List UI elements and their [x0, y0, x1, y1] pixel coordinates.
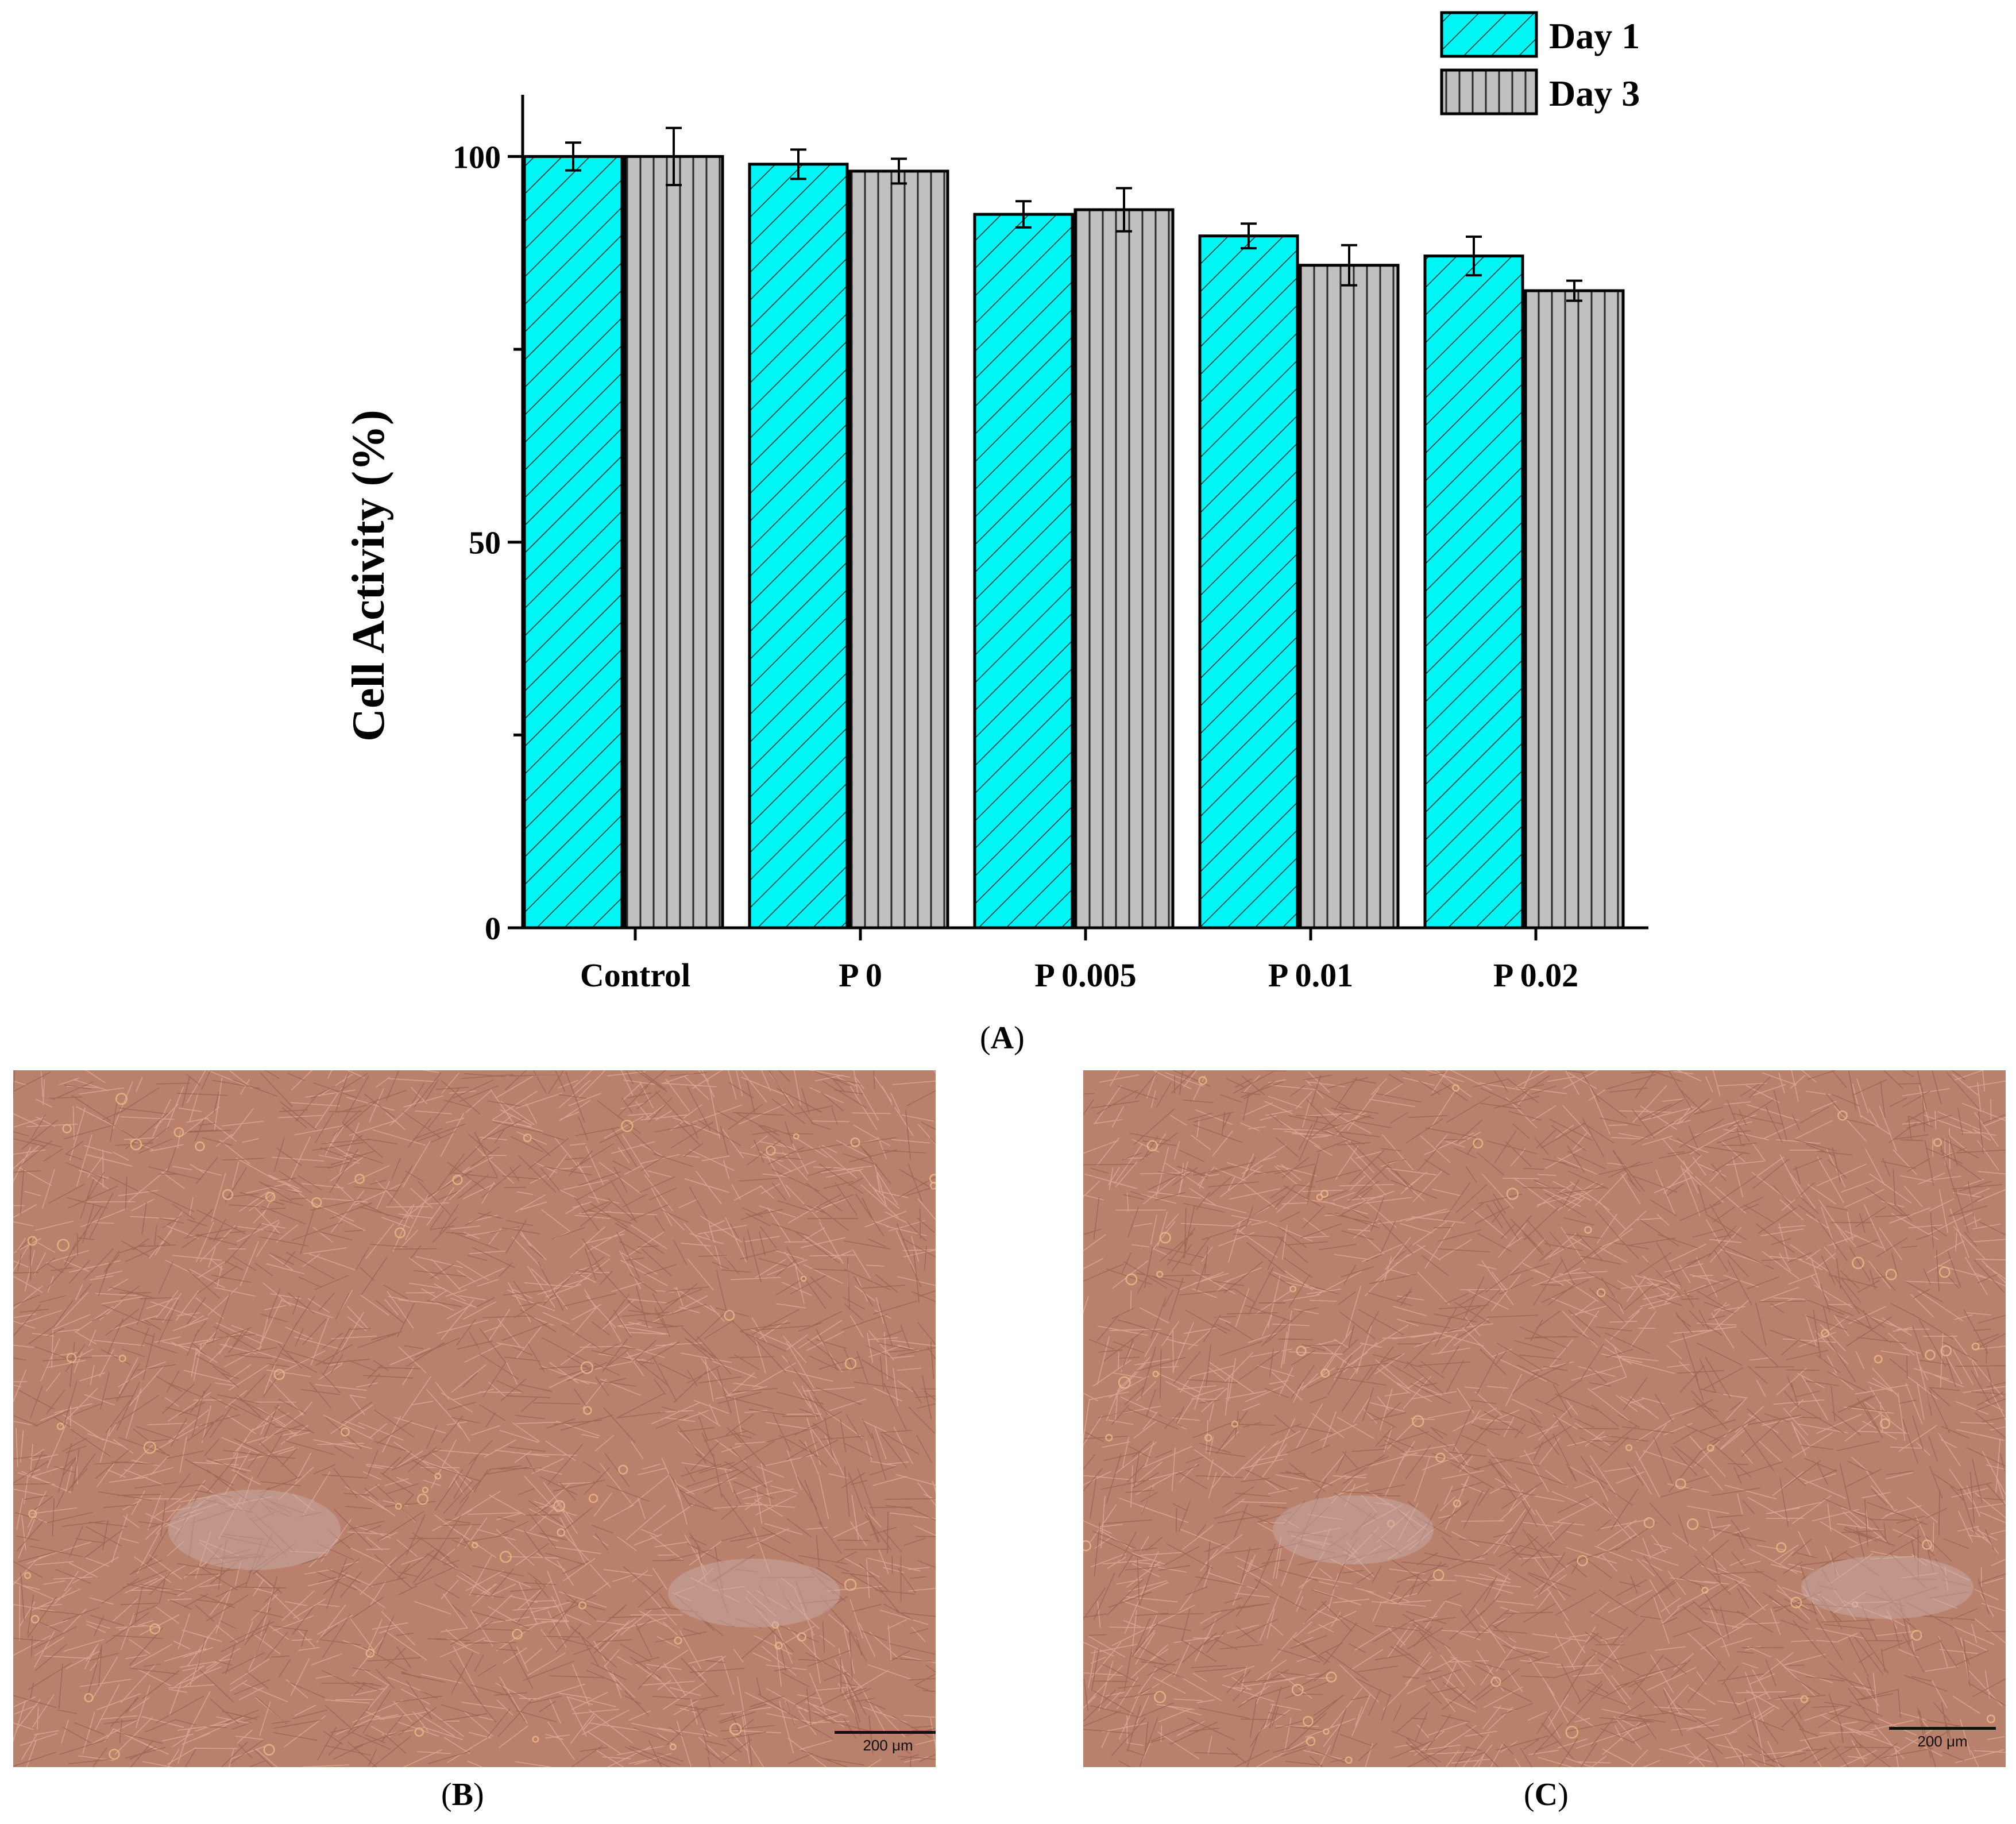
- scale-bar-label-b: 200 μm: [863, 1737, 913, 1754]
- y-tick-label: 50: [469, 526, 501, 561]
- bar-day-3: [623, 155, 724, 930]
- bar-day-3: [1299, 264, 1400, 930]
- x-tick-label: P 0.01: [1268, 957, 1353, 994]
- panel-letter-b: B: [451, 1777, 474, 1813]
- scale-bar-line-b: [835, 1731, 936, 1734]
- bar-day-1: [748, 163, 849, 930]
- y-axis-label: Cell Activity (%): [343, 410, 394, 742]
- y-tick-label: 100: [453, 140, 501, 175]
- y-tick-label: 0: [485, 911, 501, 947]
- micrograph-c: 200 μm: [1083, 1070, 2006, 1767]
- legend-swatch-day-3: [1440, 68, 1538, 115]
- cell-texture: [13, 1070, 936, 1767]
- x-tick-label: P 0.005: [1034, 957, 1136, 994]
- x-tick-label: P 0: [839, 957, 882, 994]
- legend-label-day-3: Day 3: [1549, 73, 1640, 114]
- chart-legend: Day 1 Day 3: [1440, 11, 1640, 115]
- bar-day-1: [523, 155, 624, 930]
- x-tick-label: P 0.02: [1493, 957, 1578, 994]
- legend-swatch-day-1: [1440, 11, 1538, 58]
- cell-activity-chart: 0 50 100 Control P 0 P 0.005 P 0.01 P 0.02 Day …: [343, 11, 1648, 994]
- legend-label-day-1: Day 1: [1549, 16, 1640, 56]
- image-background: [13, 1070, 936, 1767]
- scale-bar-label-c: 200 μm: [1917, 1733, 1968, 1750]
- panel-label-a: (A): [980, 1020, 1025, 1056]
- bar-day-3: [1073, 208, 1175, 930]
- cell-culture-image-b: [13, 1070, 936, 1767]
- panel-letter-a: A: [990, 1020, 1014, 1056]
- panel-label-c: (C): [1524, 1777, 1569, 1813]
- panel-letter-c: C: [1534, 1777, 1558, 1813]
- micrograph-b: 200 μm: [13, 1070, 936, 1767]
- bar-day-3: [848, 169, 949, 930]
- scale-bar-line-c: [1889, 1727, 1996, 1730]
- bar-day-1: [973, 213, 1074, 930]
- bar-day-3: [1524, 289, 1625, 930]
- cell-texture: [1083, 1070, 2006, 1767]
- bar-day-1: [1198, 234, 1299, 930]
- cell-culture-image-c: [1083, 1070, 2006, 1767]
- x-tick-label: Control: [580, 957, 690, 994]
- panel-label-b: (B): [441, 1777, 484, 1813]
- bar-day-1: [1423, 254, 1524, 930]
